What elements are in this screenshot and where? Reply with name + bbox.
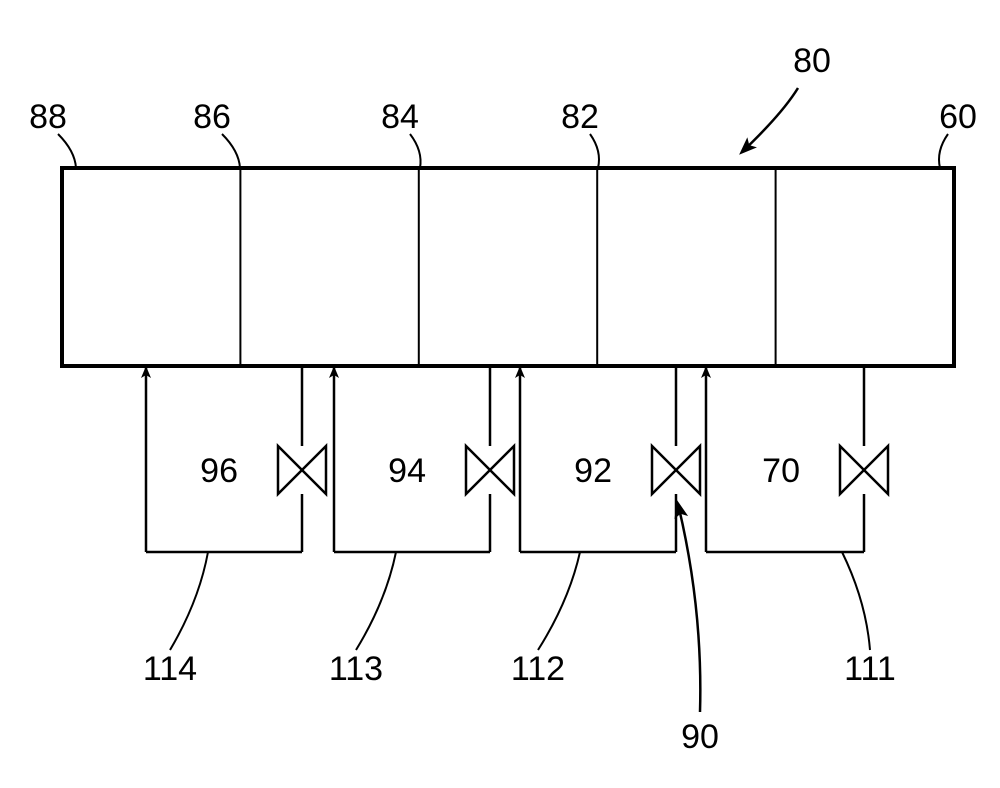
valve-icon bbox=[652, 446, 700, 494]
leader-loop-114 bbox=[170, 552, 208, 650]
ref-label-86: 86 bbox=[193, 98, 231, 136]
valve-label-111: 70 bbox=[762, 452, 800, 490]
ref-label-90: 90 bbox=[681, 718, 719, 756]
valve-label-113: 94 bbox=[388, 452, 426, 490]
loop-label-112: 112 bbox=[511, 650, 565, 688]
schematic-diagram: 88 86 84 82 60 80 70 111 92 112 94 113 96 114 90 bbox=[0, 0, 1000, 788]
valve-icon bbox=[278, 446, 326, 494]
arrow-80 bbox=[742, 88, 798, 152]
ref-label-82: 82 bbox=[561, 98, 599, 136]
loop-label-113: 113 bbox=[329, 650, 383, 688]
leader-60 bbox=[939, 134, 948, 168]
leader-loop-111 bbox=[842, 552, 870, 650]
leader-88 bbox=[58, 134, 76, 168]
leader-86 bbox=[222, 134, 240, 168]
valve-icon bbox=[840, 446, 888, 494]
loop-label-114: 114 bbox=[143, 650, 197, 688]
leader-82 bbox=[590, 134, 599, 168]
block-outline bbox=[62, 168, 954, 366]
leader-loop-113 bbox=[356, 552, 396, 650]
ref-label-60: 60 bbox=[939, 98, 977, 136]
leader-loop-112 bbox=[538, 552, 580, 650]
valve-icon bbox=[466, 446, 514, 494]
valve-label-114: 96 bbox=[200, 452, 238, 490]
ref-label-88: 88 bbox=[29, 98, 67, 136]
ref-label-80: 80 bbox=[793, 42, 831, 80]
valve-label-112: 92 bbox=[574, 452, 612, 490]
leader-84 bbox=[410, 134, 421, 168]
loop-label-111: 111 bbox=[844, 650, 896, 688]
ref-label-84: 84 bbox=[381, 98, 419, 136]
arrow-90 bbox=[678, 504, 700, 712]
